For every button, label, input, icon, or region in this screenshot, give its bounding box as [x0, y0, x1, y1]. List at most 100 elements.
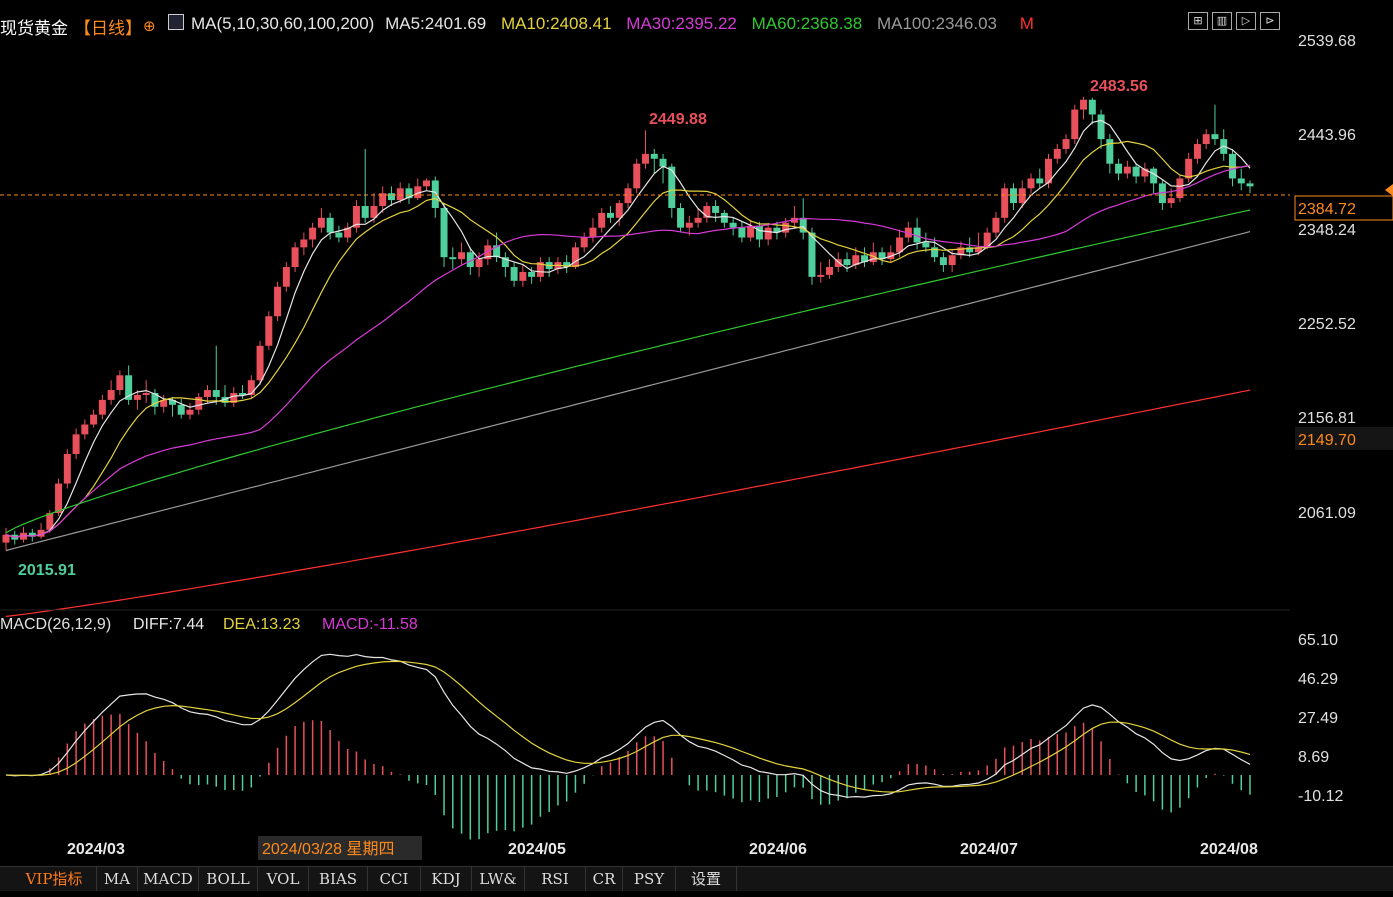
candle-body: [720, 212, 728, 223]
candle-body: [265, 316, 273, 346]
candle-body: [344, 227, 352, 238]
candle-body: [256, 345, 264, 381]
candle-body: [1088, 99, 1096, 115]
candle-body: [843, 259, 851, 266]
tab-settings[interactable]: 设置: [676, 867, 737, 891]
date-tick: 2024/03: [67, 841, 125, 858]
candle-body: [764, 227, 772, 240]
candle-body: [571, 247, 579, 268]
price-marker-icon: [1385, 184, 1393, 196]
candle-body: [519, 271, 527, 281]
date-tick: 2024/07: [960, 841, 1018, 858]
candlestick-chart[interactable]: 2539.68 2443.96 2348.24 2252.52 2156.81 …: [0, 0, 1393, 866]
tab-vol[interactable]: VOL: [258, 867, 309, 891]
candle-body: [1167, 198, 1175, 204]
candle-body: [1141, 168, 1149, 177]
candle-body: [326, 217, 334, 233]
next-icon[interactable]: ⊳: [1260, 12, 1280, 30]
candle-body: [247, 380, 255, 395]
tab-cr[interactable]: CR: [586, 867, 623, 891]
ma-lines-layer: [5, 119, 1251, 617]
ma100-line: [5, 231, 1251, 552]
candle-body: [2, 534, 10, 543]
candle-body: [589, 227, 597, 238]
candle-body: [501, 257, 509, 268]
candle-body: [712, 206, 720, 213]
candle-body: [1211, 134, 1219, 140]
candle-body: [615, 203, 623, 218]
tab-cci[interactable]: CCI: [368, 867, 421, 891]
price-tick: 2156.81: [1298, 410, 1356, 427]
macd-tick: 8.69: [1298, 749, 1329, 766]
candle-body: [1202, 134, 1210, 145]
candle-body: [677, 207, 685, 228]
candle-body: [896, 237, 904, 253]
tab-psy[interactable]: PSY: [623, 867, 676, 891]
period-label[interactable]: 【日线】: [74, 19, 142, 38]
candle-body: [387, 193, 395, 201]
candle-body: [799, 217, 807, 233]
tab-lw[interactable]: LW&: [472, 867, 525, 891]
tab-macd[interactable]: MACD: [138, 867, 199, 891]
macd-value: MACD:-11.58: [322, 616, 418, 633]
candle-body: [931, 247, 939, 258]
macd-dea-line: [5, 660, 1251, 793]
candle-body: [668, 166, 676, 208]
candle-body: [317, 217, 325, 228]
candle-body: [790, 217, 798, 223]
candle-body: [966, 247, 974, 253]
candle-body: [834, 259, 842, 268]
tab-vip[interactable]: VIP指标: [12, 867, 97, 891]
candle-body: [659, 158, 667, 167]
high-annotation: 2449.88: [649, 111, 707, 128]
candle-body: [396, 188, 404, 201]
candle-body: [808, 232, 816, 277]
candle-body: [212, 390, 220, 397]
play-icon[interactable]: ▷: [1236, 12, 1256, 30]
candle-body: [922, 242, 930, 248]
macd-diff-line: [5, 653, 1251, 798]
crosshair-date: 2024/03/28 星期四: [262, 840, 395, 858]
tab-boll[interactable]: BOLL: [199, 867, 258, 891]
candle-body: [186, 409, 194, 415]
candle-body: [414, 186, 422, 199]
candle-body: [825, 267, 833, 275]
tab-bias[interactable]: BIAS: [309, 867, 368, 891]
candle-body: [563, 262, 571, 268]
candle-body: [1053, 148, 1061, 159]
grid-icon[interactable]: ⊞: [1188, 12, 1208, 30]
symbol-name[interactable]: 现货黄金: [0, 19, 68, 38]
layout-icon[interactable]: ▥: [1212, 12, 1232, 30]
date-tick: 2024/05: [508, 841, 566, 858]
candle-body: [1036, 178, 1044, 184]
ma-chart-icon[interactable]: [168, 14, 184, 30]
candle-body: [1237, 178, 1245, 184]
date-tick: 2024/06: [749, 841, 807, 858]
candle-body: [195, 396, 203, 410]
candle-body: [1018, 188, 1026, 204]
candle-body: [239, 393, 247, 395]
candle-body: [913, 227, 921, 243]
candle-body: [1158, 183, 1166, 204]
candle-body: [81, 424, 89, 435]
candle-body: [125, 375, 133, 400]
crosshair-icon[interactable]: ⊕: [143, 18, 156, 35]
candle-body: [282, 267, 290, 287]
candle-body: [28, 532, 36, 537]
candle-body: [107, 390, 115, 400]
candle-body: [869, 252, 877, 263]
price-tick: 2348.24: [1298, 222, 1356, 239]
candle-body: [878, 252, 886, 260]
candle-body: [992, 217, 1000, 233]
tab-kdj[interactable]: KDJ: [421, 867, 472, 891]
tab-ma[interactable]: MA: [97, 867, 138, 891]
tab-rsi[interactable]: RSI: [525, 867, 586, 891]
ma60-line: [5, 209, 1251, 534]
candle-body: [98, 399, 106, 415]
candle-body: [747, 225, 755, 238]
candle-body: [861, 255, 869, 263]
candle-body: [1080, 99, 1088, 110]
ma30-line: [5, 164, 1251, 538]
candle-body: [939, 257, 947, 266]
ma5-value: MA5:2401.69: [385, 14, 487, 33]
